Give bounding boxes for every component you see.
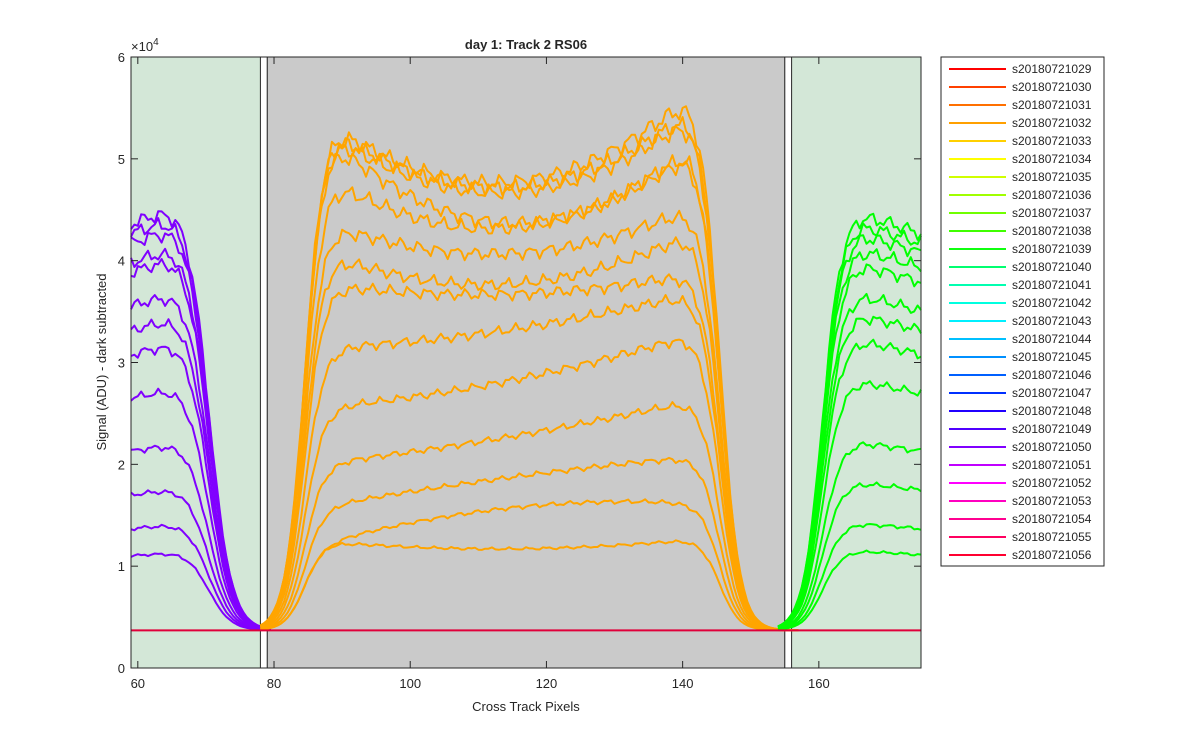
y-tick-label: 4 bbox=[118, 254, 125, 269]
left-profile-line bbox=[130, 552, 271, 631]
legend-entry-label: s20180721029 bbox=[1012, 62, 1092, 76]
plot-background-regions bbox=[131, 56, 921, 669]
legend-entry-label: s20180721041 bbox=[1012, 278, 1092, 292]
right-profile-line bbox=[777, 380, 922, 629]
legend-entry-label: s20180721031 bbox=[1012, 98, 1092, 112]
right-region bbox=[791, 57, 921, 668]
legend-entry-label: s20180721043 bbox=[1012, 314, 1092, 328]
legend-entry-label: s20180721039 bbox=[1012, 242, 1092, 256]
left-profile-line bbox=[130, 444, 271, 631]
legend-entry-label: s20180721036 bbox=[1012, 188, 1092, 202]
axis-ticks: 60 80 100 120 140 160 0 1 2 3 4 5 6 bbox=[118, 50, 921, 691]
legend-entry-label: s20180721047 bbox=[1012, 386, 1092, 400]
legend-entry-label: s20180721035 bbox=[1012, 170, 1092, 184]
center-profile-line bbox=[259, 105, 799, 632]
y-tick-label: 6 bbox=[118, 50, 125, 65]
chart-title: day 1: Track 2 RS06 bbox=[465, 37, 587, 52]
right-profile-line bbox=[777, 549, 922, 631]
legend-entry-label: s20180721040 bbox=[1012, 260, 1092, 274]
legend-entry-label: s20180721045 bbox=[1012, 350, 1092, 364]
x-tick-label: 120 bbox=[536, 676, 558, 691]
center-profile-line bbox=[259, 236, 799, 632]
center-profile-line bbox=[260, 456, 799, 632]
center-profile-line bbox=[259, 160, 799, 632]
y-axis-exponent: ×104 bbox=[131, 37, 159, 54]
x-tick-label: 80 bbox=[267, 676, 281, 691]
legend-entry-label: s20180721044 bbox=[1012, 332, 1092, 346]
legend-entry-label: s20180721051 bbox=[1012, 458, 1092, 472]
x-tick-label: 100 bbox=[399, 676, 421, 691]
legend-entry-label: s20180721048 bbox=[1012, 404, 1092, 418]
legend-entry-label: s20180721034 bbox=[1012, 152, 1092, 166]
right-profile-line bbox=[777, 481, 922, 630]
right-profile-line bbox=[777, 523, 922, 631]
x-tick-label: 160 bbox=[808, 676, 830, 691]
legend-entry-label: s20180721042 bbox=[1012, 296, 1092, 310]
y-axis-exponent-base: ×10 bbox=[131, 39, 153, 54]
x-tick-label: 140 bbox=[672, 676, 694, 691]
left-profile-line bbox=[130, 345, 271, 631]
legend-entry-label: s20180721037 bbox=[1012, 206, 1092, 220]
right-separator bbox=[784, 56, 793, 669]
y-axis-exponent-power: 4 bbox=[153, 37, 159, 48]
legend-entry-label: s20180721053 bbox=[1012, 494, 1092, 508]
right-profile-line bbox=[777, 441, 922, 630]
y-tick-label: 3 bbox=[118, 356, 125, 371]
center-profile-line bbox=[260, 401, 799, 632]
y-tick-label: 0 bbox=[118, 661, 125, 676]
legend-entry-label: s20180721038 bbox=[1012, 224, 1092, 238]
center-profile-line bbox=[260, 273, 799, 632]
center-profile-line bbox=[260, 498, 799, 632]
center-profile-line bbox=[260, 294, 799, 632]
legend-entry-label: s20180721055 bbox=[1012, 530, 1092, 544]
y-axis-label: Signal (ADU) - dark subtracted bbox=[94, 273, 109, 450]
right-profile-line bbox=[777, 338, 922, 629]
legend-entry-label: s20180721056 bbox=[1012, 548, 1092, 562]
legend-entry-label: s20180721046 bbox=[1012, 368, 1092, 382]
center-profile-line bbox=[260, 539, 799, 632]
left-separator bbox=[259, 56, 268, 669]
left-profile-line bbox=[130, 387, 271, 631]
legend-entry-label: s20180721032 bbox=[1012, 116, 1092, 130]
legend-entry-label: s20180721052 bbox=[1012, 476, 1092, 490]
left-profile-line bbox=[130, 489, 271, 631]
legend-entry-label: s20180721033 bbox=[1012, 134, 1092, 148]
y-tick-label: 2 bbox=[118, 457, 125, 472]
center-profile-line bbox=[260, 338, 799, 632]
legend-entry-label: s20180721030 bbox=[1012, 80, 1092, 94]
legend-entry-label: s20180721049 bbox=[1012, 422, 1092, 436]
center-profile-line bbox=[259, 209, 799, 632]
legend-entry-label: s20180721054 bbox=[1012, 512, 1092, 526]
x-axis-label: Cross Track Pixels bbox=[472, 699, 580, 714]
legend-entry-label: s20180721050 bbox=[1012, 440, 1092, 454]
y-tick-label: 1 bbox=[118, 559, 125, 574]
legend: s20180721029 s20180721030 s20180721031 s201… bbox=[940, 56, 1105, 567]
center-profile-line bbox=[259, 125, 799, 632]
y-tick-label: 5 bbox=[118, 152, 125, 167]
x-tick-label: 60 bbox=[131, 676, 145, 691]
plot-lines bbox=[130, 105, 922, 632]
